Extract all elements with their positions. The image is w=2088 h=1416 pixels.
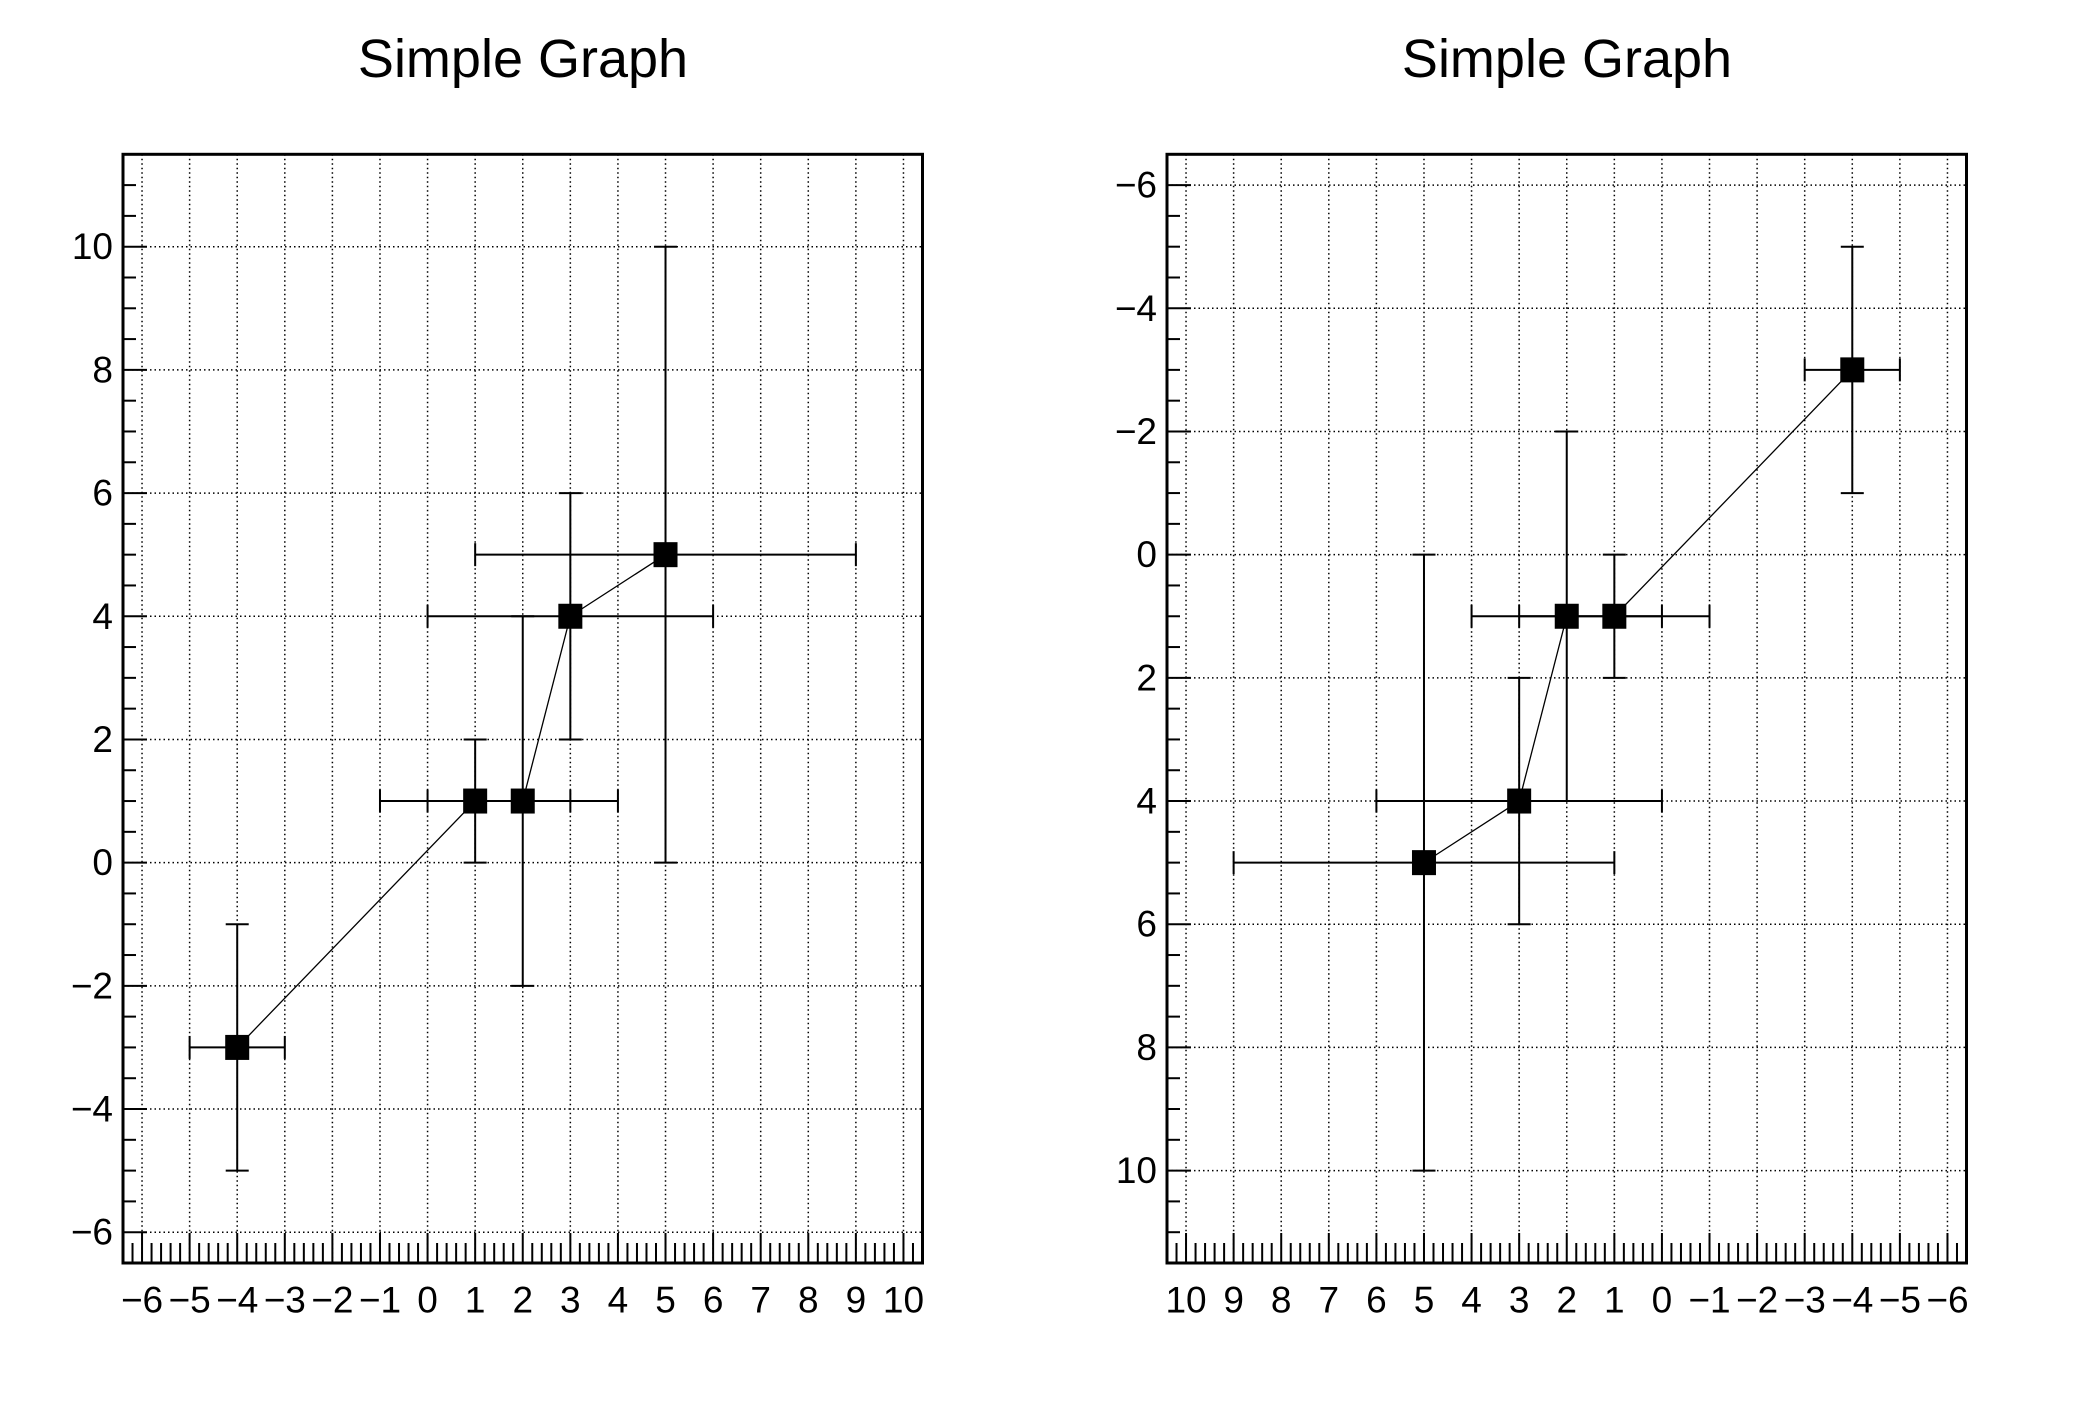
data-markers — [225, 542, 678, 1060]
data-point-marker — [1507, 788, 1532, 814]
x-axis-label: −1 — [359, 1280, 401, 1321]
x-axis-label: 6 — [703, 1280, 724, 1321]
data-point-marker — [1554, 603, 1579, 629]
axis-ticks — [1167, 184, 1958, 1263]
plot-frame — [121, 152, 924, 1265]
x-axis-label: 6 — [1366, 1280, 1387, 1321]
x-axis-label: −2 — [311, 1280, 353, 1321]
data-point-marker — [558, 603, 583, 629]
x-axis-label: 2 — [1556, 1280, 1577, 1321]
y-axis-label: 0 — [92, 842, 113, 883]
x-axis-label: −3 — [1784, 1280, 1826, 1321]
plot-frame — [1165, 152, 1968, 1265]
data-point-marker — [653, 542, 678, 568]
x-axis-label: −3 — [264, 1280, 306, 1321]
y-axis-label: −6 — [71, 1212, 113, 1253]
x-axis-label: 4 — [1461, 1280, 1482, 1321]
data-point-marker — [1840, 357, 1865, 383]
grid — [1167, 154, 1967, 1263]
y-axis-label: −4 — [71, 1089, 113, 1130]
y-axis-label: 2 — [1136, 657, 1157, 698]
x-axis-label: 5 — [1414, 1280, 1435, 1321]
x-axis-label: 1 — [465, 1280, 486, 1321]
y-axis-label: 0 — [1136, 534, 1157, 575]
x-axis-label: 2 — [512, 1280, 533, 1321]
x-axis-label: 3 — [1509, 1280, 1530, 1321]
y-axis-label: −2 — [1115, 411, 1157, 452]
x-axis-label: 10 — [883, 1280, 924, 1321]
x-axis-label: 10 — [1165, 1280, 1206, 1321]
x-axis-label: −5 — [1879, 1280, 1921, 1321]
y-axis-label: 6 — [92, 473, 113, 514]
data-point-marker — [1602, 603, 1627, 629]
y-axis-label: 10 — [72, 226, 113, 267]
x-axis-label: 8 — [798, 1280, 819, 1321]
x-axis-label: 1 — [1604, 1280, 1625, 1321]
y-axis-label: 6 — [1136, 904, 1157, 945]
y-axis-label: 10 — [1116, 1150, 1157, 1191]
y-axis-label: 8 — [92, 349, 113, 390]
x-axis-label: 5 — [655, 1280, 676, 1321]
y-axis-label: 4 — [1136, 781, 1157, 822]
x-axis-label: 4 — [608, 1280, 629, 1321]
chart-title-left: Simple Graph — [357, 29, 689, 89]
data-point-marker — [510, 788, 535, 814]
x-axis-label: −4 — [216, 1280, 258, 1321]
data-markers — [1411, 357, 1865, 876]
x-axis-label: 3 — [560, 1280, 581, 1321]
x-axis-label: 9 — [1223, 1280, 1244, 1321]
x-axis-label: −6 — [1926, 1280, 1968, 1321]
data-point-marker — [225, 1034, 250, 1060]
x-axis-label: −5 — [169, 1280, 211, 1321]
pad-right: Simple Graph −6 −5 −4 −3 −2 −1 0 1 2 3 4 5 6 7 8 9 10 −6−… — [1044, 0, 2088, 1416]
x-axis-label: 0 — [417, 1280, 438, 1321]
x-axis-label: 7 — [1319, 1280, 1340, 1321]
data-point-marker — [463, 788, 488, 814]
y-axis-label: −6 — [1115, 165, 1157, 206]
y-axis-label: 8 — [1136, 1027, 1157, 1068]
x-axis-label: 7 — [750, 1280, 771, 1321]
x-axis-label: 9 — [846, 1280, 867, 1321]
x-axis-label: −1 — [1688, 1280, 1730, 1321]
x-axis-label: 0 — [1652, 1280, 1673, 1321]
axis-ticks — [123, 184, 914, 1263]
x-axis-label: −4 — [1831, 1280, 1873, 1321]
x-axis-label: −2 — [1736, 1280, 1778, 1321]
y-axis-label: −4 — [1115, 288, 1157, 329]
y-axis-label: 4 — [92, 596, 113, 637]
x-axis-label: −6 — [121, 1280, 163, 1321]
x-axis-label: 8 — [1271, 1280, 1292, 1321]
chart-title-right: Simple Graph — [1401, 29, 1733, 89]
pad-left: Simple Graph −6 −5 −4 −3 −2 −1 0 1 2 3 4 5 6 7 8 9 10 −6−… — [71, 29, 924, 1321]
y-axis-label: 2 — [92, 719, 113, 760]
data-point-marker — [1411, 850, 1436, 876]
y-axis-label: −2 — [71, 965, 113, 1006]
